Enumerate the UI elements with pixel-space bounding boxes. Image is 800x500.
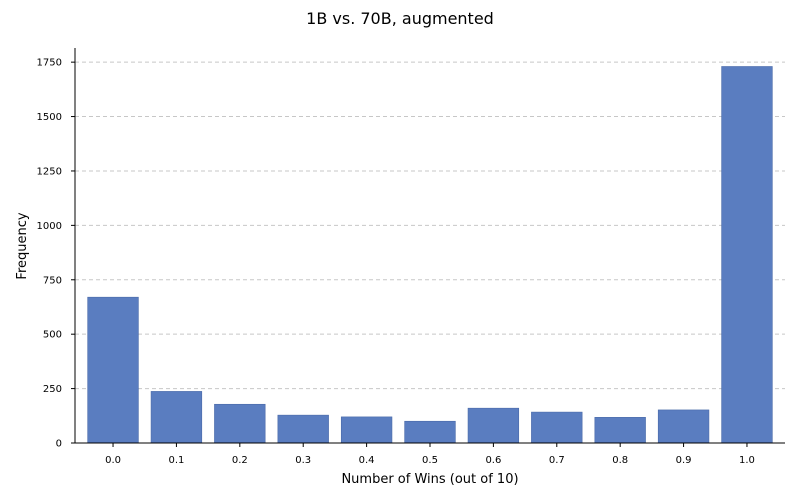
y-tick-label: 1000 xyxy=(37,221,62,232)
y-tick-label: 1500 xyxy=(37,112,62,123)
x-tick-label: 1.0 xyxy=(739,455,755,466)
bar-0.4 xyxy=(341,417,392,443)
bars xyxy=(88,66,773,443)
y-axis-label: Frequency xyxy=(15,212,30,279)
bar-0.0 xyxy=(88,297,139,443)
x-tick-label: 0.8 xyxy=(612,455,628,466)
y-ticks: 0 250 500 750 1000 1250 1500 1750 xyxy=(37,58,75,450)
chart-title: 1B vs. 70B, augmented xyxy=(306,9,494,28)
grid xyxy=(75,62,785,388)
y-tick-label: 0 xyxy=(56,439,62,450)
bar-0.8 xyxy=(595,417,646,443)
bar-0.1 xyxy=(151,391,202,443)
bar-0.3 xyxy=(278,415,329,443)
y-tick-label: 250 xyxy=(43,384,62,395)
x-tick-label: 0.9 xyxy=(676,455,692,466)
bar-0.6 xyxy=(468,408,519,443)
x-tick-label: 0.4 xyxy=(359,455,375,466)
bar-0.5 xyxy=(405,421,456,443)
x-tick-label: 0.1 xyxy=(168,455,184,466)
bar-1.0 xyxy=(722,66,773,443)
x-tick-label: 0.5 xyxy=(422,455,438,466)
x-tick-label: 0.0 xyxy=(105,455,121,466)
x-ticks: 0.0 0.1 0.2 0.3 0.4 0.5 0.6 0.7 0.8 0.9 1.0 xyxy=(105,443,755,466)
x-tick-label: 0.2 xyxy=(232,455,248,466)
x-tick-label: 0.7 xyxy=(549,455,565,466)
axes xyxy=(75,48,785,443)
x-tick-label: 0.6 xyxy=(485,455,501,466)
y-tick-label: 1250 xyxy=(37,166,62,177)
bar-0.2 xyxy=(214,404,265,443)
x-axis-label: Number of Wins (out of 10) xyxy=(341,472,518,487)
bar-0.7 xyxy=(531,412,582,443)
bar-0.9 xyxy=(658,410,709,443)
y-tick-label: 500 xyxy=(43,330,62,341)
y-tick-label: 750 xyxy=(43,275,62,286)
x-tick-label: 0.3 xyxy=(295,455,311,466)
y-tick-label: 1750 xyxy=(37,58,62,69)
